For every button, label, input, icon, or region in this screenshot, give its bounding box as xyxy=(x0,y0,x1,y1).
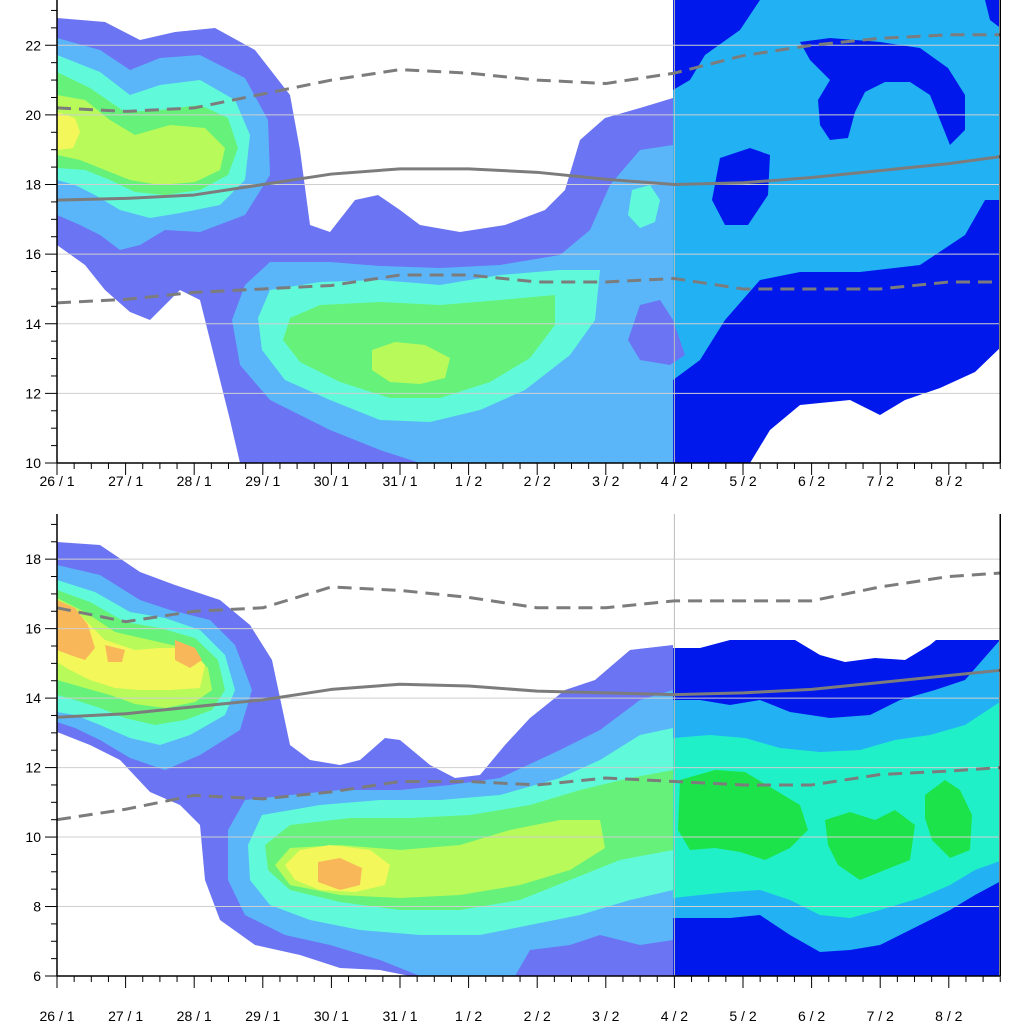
bot-series-dashed-line-2 xyxy=(56,766,1001,822)
top-y-tick-label: 20 xyxy=(25,107,41,123)
top-contour-level5 xyxy=(57,95,225,185)
bot-x-tick-label: 28 / 1 xyxy=(177,1008,212,1024)
bot-y-tick-label: 8 xyxy=(33,899,41,915)
top-x-tick-label: 5 / 2 xyxy=(729,473,756,489)
bottom-grid xyxy=(57,558,1001,977)
top-x-tick-label: 29 / 1 xyxy=(245,473,280,489)
bot-x-tick-label: 6 / 2 xyxy=(798,1008,825,1024)
top-mid-dark-notch xyxy=(628,300,685,365)
bot-x-tick-label: 8 / 2 xyxy=(935,1008,962,1024)
top-x-tick-label: 30 / 1 xyxy=(314,473,349,489)
bot-y-tick-label: 12 xyxy=(25,760,41,776)
bot-y-tick-label: 10 xyxy=(25,829,41,845)
top-series-dashed-line-2 xyxy=(56,273,1001,305)
top-x-tick-label: 6 / 2 xyxy=(798,473,825,489)
top-y-tick-label: 14 xyxy=(25,316,41,332)
bottom-right-green xyxy=(678,770,972,880)
bot-series-dashed-line-1 xyxy=(56,571,1001,624)
bot-x-tick-label: 27 / 1 xyxy=(108,1008,143,1024)
top-series-dashed-line-1 xyxy=(56,33,1001,113)
bottom-contour-field xyxy=(57,514,999,976)
top-right-white-gap xyxy=(750,348,999,463)
bot-x-tick-label: 31 / 1 xyxy=(382,1008,417,1024)
top-x-tick-label: 27 / 1 xyxy=(108,473,143,489)
bot-x-tick-label: 5 / 2 xyxy=(729,1008,756,1024)
bottom-contour-level6 xyxy=(57,600,205,690)
top-x-tick-label: 28 / 1 xyxy=(177,473,212,489)
top-y-tick-label: 22 xyxy=(25,37,41,53)
bot-x-tick-label: 4 / 2 xyxy=(661,1008,688,1024)
bottom-right-white-top xyxy=(673,514,999,662)
bottom-series-lines xyxy=(56,571,1001,822)
bot-x-tick-label: 7 / 2 xyxy=(867,1008,894,1024)
bot-x-tick-label: 2 / 2 xyxy=(524,1008,551,1024)
top-right-dark-blob-b xyxy=(712,148,770,225)
top-contour-field xyxy=(57,0,999,463)
top-y-tick-label: 10 xyxy=(25,455,41,471)
top-series-solid-line-0 xyxy=(56,155,1001,202)
top-y-tick-label: 12 xyxy=(25,385,41,401)
top-contour-level6 xyxy=(57,112,80,150)
top-right-dark-blob-c xyxy=(800,38,965,145)
bot-x-tick-label: 30 / 1 xyxy=(314,1008,349,1024)
top-contour-level5b xyxy=(372,342,450,384)
top-x-tick-label: 31 / 1 xyxy=(382,473,417,489)
bottom-panel: 6 8 10 12 14 16 18 26 / 1 27 / 1 28 / 1 29 / 1 30 /… xyxy=(25,514,1001,1024)
bot-x-tick-label: 3 / 2 xyxy=(592,1008,619,1024)
top-x-tick-label: 4 / 2 xyxy=(661,473,688,489)
top-contour-level3c xyxy=(628,185,660,228)
top-series-lines xyxy=(56,33,1001,305)
top-x-tick-label: 3 / 2 xyxy=(592,473,619,489)
bottom-right-cyan xyxy=(673,702,999,918)
bot-x-tick-label: 1 / 2 xyxy=(455,1008,482,1024)
bot-series-solid-line-0 xyxy=(56,668,1001,719)
bot-x-tick-label: 29 / 1 xyxy=(245,1008,280,1024)
top-x-tick-label: 1 / 2 xyxy=(455,473,482,489)
bottom-axes: 6 8 10 12 14 16 18 26 / 1 27 / 1 28 / 1 29 / 1 30 /… xyxy=(25,514,1001,1024)
bot-y-tick-label: 18 xyxy=(25,551,41,567)
top-x-tick-label: 7 / 2 xyxy=(867,473,894,489)
top-panel: 10 12 14 16 18 20 22 26 / 1 27 / 1 28 / 1 29 / 1 30… xyxy=(25,0,1001,489)
top-axes: 10 12 14 16 18 20 22 26 / 1 27 / 1 28 / 1 29 / 1 30… xyxy=(25,0,1001,489)
top-x-tick-label: 2 / 2 xyxy=(524,473,551,489)
top-x-tick-label: 8 / 2 xyxy=(935,473,962,489)
bot-y-tick-label: 16 xyxy=(25,621,41,637)
bot-x-tick-label: 26 / 1 xyxy=(39,1008,74,1024)
bot-y-tick-label: 6 xyxy=(33,968,41,984)
top-right-dark-blob-d xyxy=(985,0,999,27)
top-y-tick-label: 16 xyxy=(25,246,41,262)
bot-y-tick-label: 14 xyxy=(25,690,41,706)
top-x-tick-label: 26 / 1 xyxy=(39,473,74,489)
top-y-tick-label: 18 xyxy=(25,177,41,193)
